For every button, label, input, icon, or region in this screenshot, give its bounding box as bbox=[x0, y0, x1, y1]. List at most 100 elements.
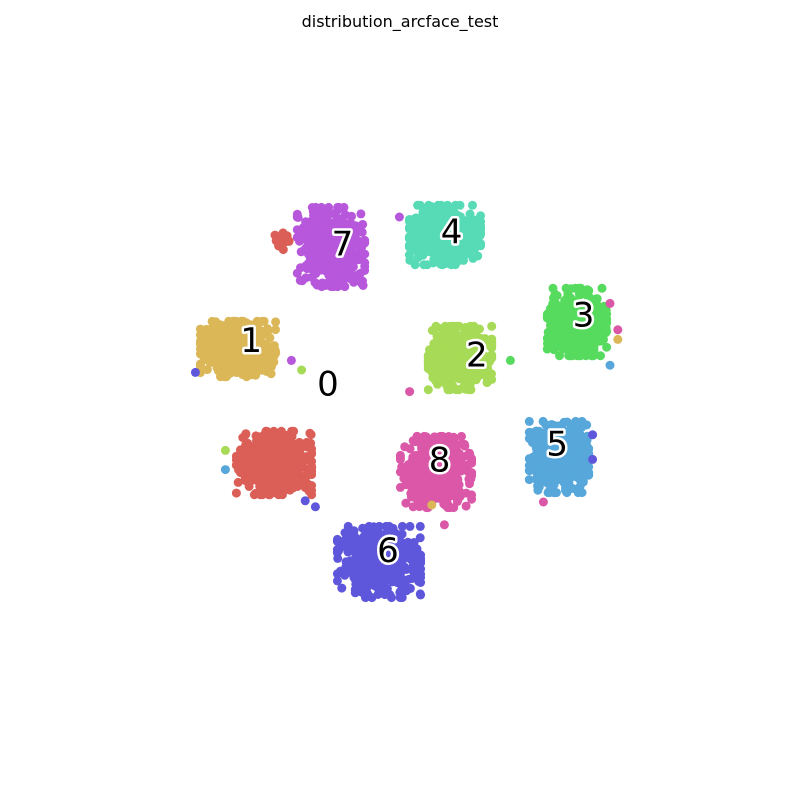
data-point-cluster-5 bbox=[567, 449, 577, 459]
data-point-cluster-0 bbox=[290, 467, 300, 476]
data-point-cluster-8 bbox=[458, 460, 468, 470]
data-point-cluster-6 bbox=[395, 587, 405, 597]
data-point-cluster-5 bbox=[584, 470, 594, 480]
data-point-cluster-4 bbox=[436, 259, 446, 269]
data-point-cluster-7 bbox=[357, 227, 367, 237]
data-point-cluster-8 bbox=[406, 492, 416, 502]
data-point-cluster-5 bbox=[569, 467, 579, 477]
data-point-cluster-1 bbox=[262, 354, 271, 364]
data-point-cluster-5 bbox=[575, 482, 585, 491]
data-point-cluster-1 bbox=[211, 357, 221, 367]
data-point-cluster-0 bbox=[278, 431, 288, 441]
outlier-point bbox=[427, 500, 437, 510]
data-point-cluster-1 bbox=[219, 337, 229, 347]
data-point-cluster-2 bbox=[464, 385, 474, 395]
data-point-cluster-8 bbox=[400, 442, 410, 452]
data-point-cluster-6 bbox=[407, 554, 417, 564]
data-point-cluster-3 bbox=[549, 319, 559, 329]
data-point-cluster-6 bbox=[350, 554, 360, 564]
data-point-cluster-4 bbox=[418, 244, 428, 254]
data-point-cluster-1 bbox=[204, 352, 214, 362]
data-point-cluster-3 bbox=[555, 313, 565, 323]
data-point-cluster-6 bbox=[351, 566, 361, 576]
data-point-cluster-4 bbox=[404, 222, 414, 232]
data-point-cluster-2 bbox=[435, 351, 445, 361]
data-point-cluster-1 bbox=[225, 368, 235, 378]
data-point-cluster-4 bbox=[413, 200, 423, 210]
data-point-cluster-3 bbox=[587, 351, 597, 361]
data-point-cluster-2 bbox=[458, 330, 468, 340]
outlier-point bbox=[613, 334, 623, 344]
data-point-cluster-3 bbox=[589, 325, 599, 335]
cluster-label-4: 4 bbox=[441, 213, 463, 253]
data-point-cluster-3 bbox=[549, 293, 558, 303]
data-point-cluster-8 bbox=[441, 500, 451, 510]
data-point-cluster-0 bbox=[271, 488, 281, 498]
data-point-cluster-0 bbox=[270, 477, 280, 487]
outlier-point bbox=[605, 360, 615, 370]
data-point-cluster-0 bbox=[251, 431, 261, 441]
data-point-cluster-0 bbox=[302, 471, 312, 481]
data-point-cluster-8 bbox=[415, 469, 425, 479]
data-point-cluster-8 bbox=[407, 462, 417, 472]
data-point-cluster-5 bbox=[534, 445, 544, 455]
data-point-cluster-0 bbox=[271, 447, 281, 457]
data-point-cluster-8 bbox=[449, 461, 459, 471]
data-point-cluster-8 bbox=[467, 494, 477, 504]
data-point-cluster-8 bbox=[453, 495, 463, 505]
data-point-cluster-0 bbox=[307, 448, 317, 458]
data-point-cluster-7 bbox=[292, 232, 302, 242]
outlier-point bbox=[538, 497, 548, 507]
data-point-cluster-1 bbox=[238, 369, 247, 379]
data-point-cluster-6 bbox=[353, 543, 363, 553]
points-layer bbox=[190, 200, 623, 603]
data-point-cluster-4 bbox=[404, 232, 414, 242]
data-point-cluster-8 bbox=[454, 449, 464, 459]
chart-title: distribution_arcface_test bbox=[301, 12, 499, 31]
data-point-cluster-0 bbox=[285, 473, 295, 482]
data-point-cluster-7 bbox=[333, 205, 343, 215]
data-point-cluster-4 bbox=[473, 251, 483, 261]
data-point-cluster-3 bbox=[587, 304, 596, 314]
data-point-cluster-2 bbox=[445, 339, 455, 349]
data-point-cluster-1 bbox=[239, 321, 249, 331]
data-point-cluster-0 bbox=[298, 453, 308, 463]
data-point-cluster-2 bbox=[435, 367, 445, 377]
data-point-cluster-3 bbox=[553, 341, 563, 351]
data-point-cluster-3 bbox=[597, 283, 607, 293]
data-point-cluster-2 bbox=[475, 347, 485, 357]
data-point-cluster-6 bbox=[403, 537, 413, 547]
data-point-cluster-6 bbox=[364, 558, 374, 568]
data-point-cluster-5 bbox=[584, 444, 594, 454]
data-point-cluster-8 bbox=[395, 455, 405, 464]
data-point-cluster-7 bbox=[297, 276, 307, 286]
data-point-cluster-3 bbox=[563, 293, 573, 303]
outlier-point bbox=[613, 325, 623, 335]
outlier-point bbox=[220, 445, 230, 455]
data-point-cluster-5 bbox=[534, 482, 544, 492]
data-point-cluster-2 bbox=[454, 385, 464, 395]
data-point-cluster-1 bbox=[253, 320, 263, 330]
cluster-label-8: 8 bbox=[429, 441, 451, 481]
data-point-cluster-0 bbox=[307, 462, 317, 472]
data-point-cluster-0 bbox=[264, 455, 273, 465]
outlier-point bbox=[505, 355, 515, 365]
data-point-cluster-3 bbox=[567, 348, 577, 358]
data-point-cluster-0 bbox=[264, 490, 274, 500]
data-point-cluster-6 bbox=[337, 583, 347, 593]
cluster-label-3: 3 bbox=[573, 295, 595, 335]
data-point-cluster-0 bbox=[241, 440, 251, 450]
data-point-cluster-7 bbox=[358, 219, 368, 229]
data-point-cluster-2 bbox=[458, 341, 468, 351]
data-point-cluster-4 bbox=[404, 242, 414, 252]
data-point-cluster-3 bbox=[574, 283, 584, 293]
data-point-cluster-8 bbox=[397, 462, 407, 472]
data-point-cluster-0 bbox=[278, 245, 288, 255]
data-point-cluster-1 bbox=[202, 365, 212, 375]
data-point-cluster-3 bbox=[576, 349, 586, 359]
data-point-cluster-1 bbox=[251, 362, 261, 372]
data-point-cluster-1 bbox=[195, 361, 205, 371]
data-point-cluster-3 bbox=[602, 342, 612, 352]
data-point-cluster-3 bbox=[569, 299, 579, 309]
